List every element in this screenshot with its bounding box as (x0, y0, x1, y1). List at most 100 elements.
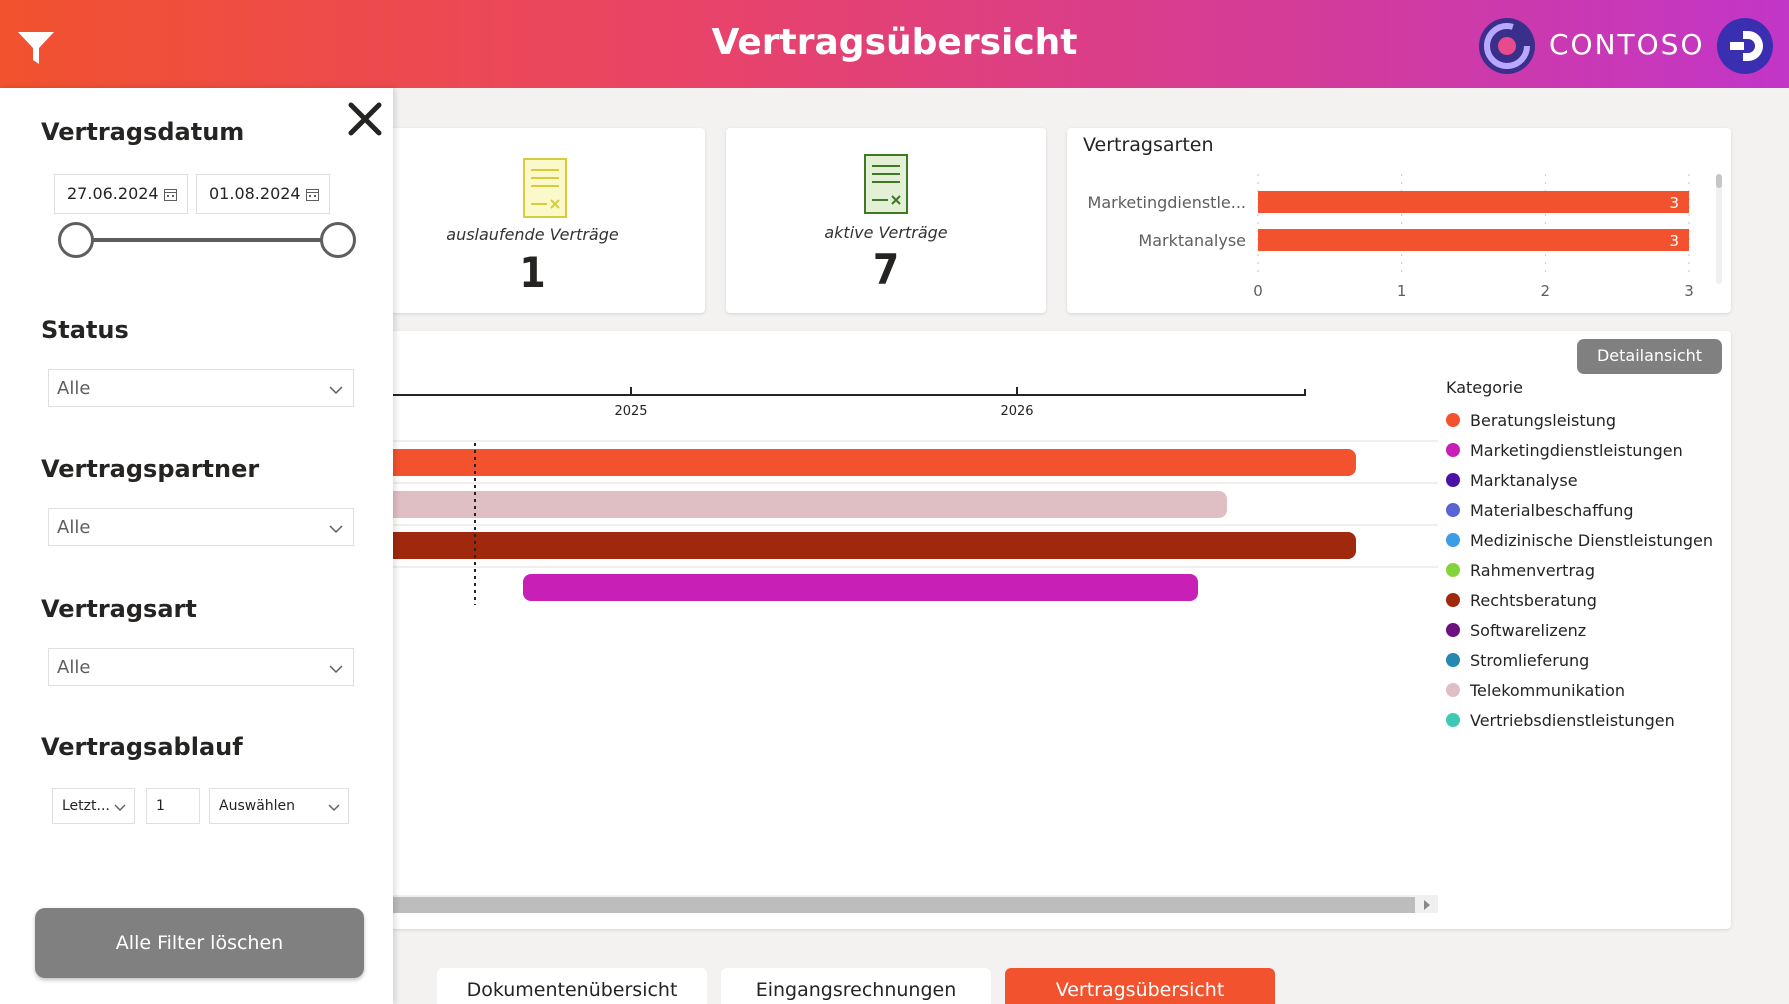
vertragsarten-card: Vertragsarten 0 1 2 3 Marketingdienstle... 3 M… (1067, 128, 1731, 313)
x-tick-label: 0 (1253, 282, 1263, 300)
period-unit-dropdown[interactable]: Auswählen (209, 788, 349, 824)
legend-item[interactable]: Telekommunikation (1446, 675, 1716, 705)
legend-dot (1446, 503, 1460, 517)
legend-item[interactable]: Materialbeschaffung (1446, 495, 1716, 525)
kpi-label-active: aktive Verträge (824, 223, 948, 242)
tab-vertragsuebersicht[interactable]: Vertragsübersicht (1005, 968, 1275, 1004)
vertragsdatum-heading: Vertragsdatum (41, 118, 245, 146)
kpi-value-expiring: 1 (519, 248, 546, 297)
period-count-input[interactable]: 1 (146, 788, 200, 824)
horizontal-scrollbar[interactable] (360, 895, 1438, 913)
legend-item[interactable]: Rahmenvertrag (1446, 555, 1716, 585)
legend-dot (1446, 653, 1460, 667)
chevron-down-icon (329, 386, 343, 395)
bar (1258, 229, 1689, 251)
close-icon[interactable] (348, 102, 382, 136)
legend-dot (1446, 563, 1460, 577)
vertragspartner-dropdown[interactable]: Alle (48, 508, 354, 546)
legend-item[interactable]: Marketingdienstleistungen (1446, 435, 1716, 465)
chevron-down-icon (329, 525, 343, 534)
date-range-slider-handle-start[interactable] (58, 222, 94, 258)
category-label: Marketingdienstle... (1088, 193, 1246, 212)
contoso-logo-icon (1479, 18, 1535, 74)
timeline-card: 2025 2026 Detailansicht Kategorie Beratun… (360, 331, 1731, 929)
legend-label: Medizinische Dienstleistungen (1470, 530, 1714, 550)
date-range-slider-track[interactable] (74, 238, 338, 242)
chart-scrollbar[interactable] (1716, 174, 1722, 284)
date-to-field[interactable]: 01.08.2024 (196, 174, 330, 214)
period-dropdown[interactable]: Letzt... (52, 788, 135, 824)
timeline-bar (360, 532, 1356, 559)
category-legend: Beratungsleistung Marketingdienstleistung… (1446, 405, 1716, 735)
legend-dot (1446, 593, 1460, 607)
legend-item[interactable]: Stromlieferung (1446, 645, 1716, 675)
legend-item[interactable]: Beratungsleistung (1446, 405, 1716, 435)
data-label: 3 (1669, 194, 1679, 212)
brand-name: CONTOSO (1549, 28, 1705, 61)
vertragsart-dropdown[interactable]: Alle (48, 648, 354, 686)
kpi-card-active: aktive Verträge 7 (726, 128, 1046, 313)
vertragsart-heading: Vertragsart (41, 595, 197, 623)
data-label: 3 (1669, 232, 1679, 250)
app-logo-icon[interactable] (1716, 17, 1774, 75)
vertragsart-value: Alle (57, 657, 91, 678)
calendar-icon[interactable] (164, 188, 177, 201)
category-label: Marktanalyse (1138, 231, 1246, 250)
date-from-field[interactable]: 27.06.2024 (54, 174, 188, 214)
legend-dot (1446, 683, 1460, 697)
legend-item[interactable]: Medizinische Dienstleistungen (1446, 525, 1716, 555)
date-range-slider-handle-end[interactable] (320, 222, 356, 258)
contract-timeline-chart: 2025 2026 (360, 387, 1438, 605)
filter-panel: Vertragsdatum 27.06.2024 01.08.2024 Stat… (0, 88, 393, 1004)
period-unit-value: Auswählen (219, 798, 296, 814)
document-yellow-icon (523, 158, 567, 218)
scroll-right-icon[interactable] (1422, 899, 1432, 911)
status-value: Alle (57, 378, 91, 399)
legend-label: Stromlieferung (1470, 650, 1590, 670)
chevron-down-icon (329, 665, 343, 674)
year-label: 2026 (1000, 404, 1033, 419)
chart-title: Vertragsarten (1083, 134, 1214, 156)
vertragsablauf-heading: Vertragsablauf (41, 733, 243, 761)
calendar-icon[interactable] (306, 188, 319, 201)
legend-label: Marketingdienstleistungen (1470, 440, 1683, 460)
legend-item[interactable]: Vertriebsdienstleistungen (1446, 705, 1716, 735)
tab-dokumentenuebersicht[interactable]: Dokumentenübersicht (437, 968, 707, 1004)
legend-label: Telekommunikation (1470, 680, 1626, 700)
vertragsarten-bar-chart: 0 1 2 3 Marketingdienstle... 3 Marktanalyse 3 (1088, 174, 1694, 300)
x-tick-label: 2 (1541, 282, 1551, 300)
filter-icon[interactable] (16, 28, 56, 68)
legend-item[interactable]: Rechtsberatung (1446, 585, 1716, 615)
legend-dot (1446, 623, 1460, 637)
chevron-down-icon (114, 804, 126, 811)
legend-label: Beratungsleistung (1470, 410, 1617, 430)
legend-item[interactable]: Softwarelizenz (1446, 615, 1716, 645)
status-dropdown[interactable]: Alle (48, 369, 354, 407)
vertragspartner-heading: Vertragspartner (41, 455, 260, 483)
page-title: Vertragsübersicht (711, 22, 1078, 63)
vertragspartner-value: Alle (57, 517, 91, 538)
legend-dot (1446, 443, 1460, 457)
date-from-value: 27.06.2024 (67, 184, 159, 203)
kpi-card-expiring: auslaufende Verträge 1 (360, 128, 705, 313)
legend-item[interactable]: Marktanalyse (1446, 465, 1716, 495)
legend-label: Marktanalyse (1470, 470, 1578, 490)
chevron-down-icon (328, 804, 340, 811)
x-tick-label: 3 (1684, 282, 1694, 300)
status-heading: Status (41, 316, 129, 344)
timeline-bar (360, 449, 1356, 476)
clear-all-filters-button[interactable]: Alle Filter löschen (35, 908, 364, 978)
bar (1258, 191, 1689, 213)
detailansicht-button[interactable]: Detailansicht (1577, 339, 1722, 374)
legend-label: Softwarelizenz (1470, 620, 1587, 640)
legend-dot (1446, 533, 1460, 547)
kpi-label-expiring: auslaufende Verträge (446, 225, 619, 244)
year-label: 2025 (614, 404, 647, 419)
period-count-value: 1 (156, 798, 165, 814)
legend-dot (1446, 473, 1460, 487)
tab-eingangsrechnungen[interactable]: Eingangsrechnungen (721, 968, 991, 1004)
legend-label: Materialbeschaffung (1470, 500, 1634, 520)
legend-title: Kategorie (1446, 378, 1523, 397)
legend-label: Rahmenvertrag (1470, 560, 1595, 580)
legend-label: Rechtsberatung (1470, 590, 1597, 610)
